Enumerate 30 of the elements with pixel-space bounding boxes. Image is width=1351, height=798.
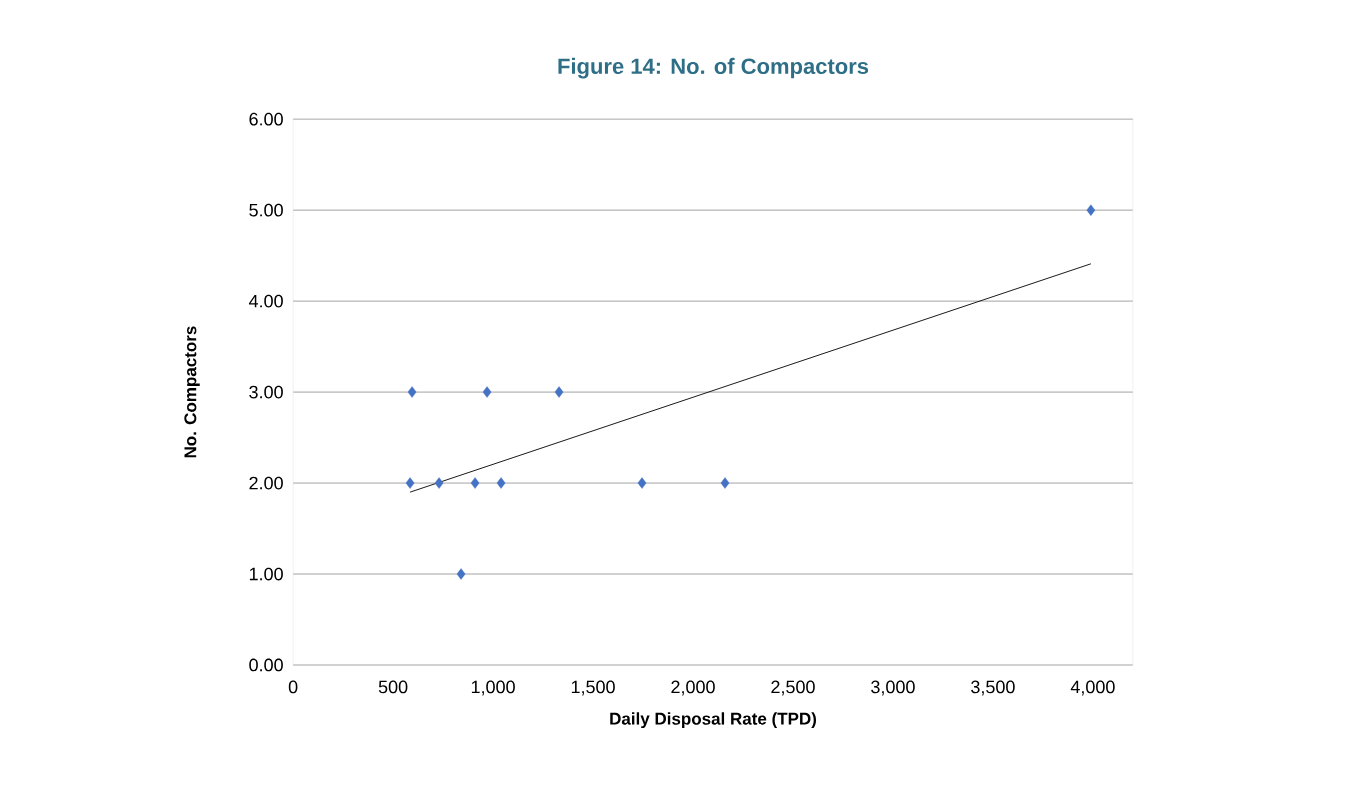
- point: [482, 386, 492, 398]
- point: [720, 477, 730, 489]
- y-tick-label: 4.00: [248, 294, 283, 308]
- point: [434, 477, 444, 489]
- y-tick-label: 0.00: [249, 658, 283, 672]
- x-tick-label: 0: [288, 680, 298, 694]
- point: [407, 386, 417, 398]
- point: [554, 386, 564, 398]
- point: [470, 477, 480, 489]
- point: [1086, 204, 1096, 216]
- x-tick-label: 3,000: [871, 680, 915, 696]
- point: [456, 568, 466, 580]
- x-axis-title: Daily Disposal Rate (TPD): [610, 712, 817, 729]
- x-tick-label: 2,000: [671, 680, 715, 696]
- y-axis-title: No. Compactors: [184, 326, 200, 458]
- y-tick-label: 6.00: [249, 112, 283, 126]
- x-tick-label: 3,500: [971, 680, 1015, 696]
- y-tick-label: 1.00: [249, 567, 283, 581]
- x-tick-label: 1,500: [571, 680, 615, 696]
- point: [637, 477, 647, 489]
- x-tick-label: 4,000: [1070, 680, 1115, 696]
- y-tick-label: 5.00: [249, 203, 283, 217]
- chart-title: Figure 14: No. of Compactors: [558, 57, 869, 79]
- x-tick-label: 1,000: [471, 680, 515, 696]
- x-tick-label: 500: [378, 680, 408, 694]
- point: [405, 477, 415, 489]
- y-tick-label: 3.00: [249, 385, 283, 399]
- point: [496, 477, 506, 489]
- y-tick-label: 2.00: [249, 476, 283, 490]
- x-tick-label: 2,500: [771, 680, 815, 696]
